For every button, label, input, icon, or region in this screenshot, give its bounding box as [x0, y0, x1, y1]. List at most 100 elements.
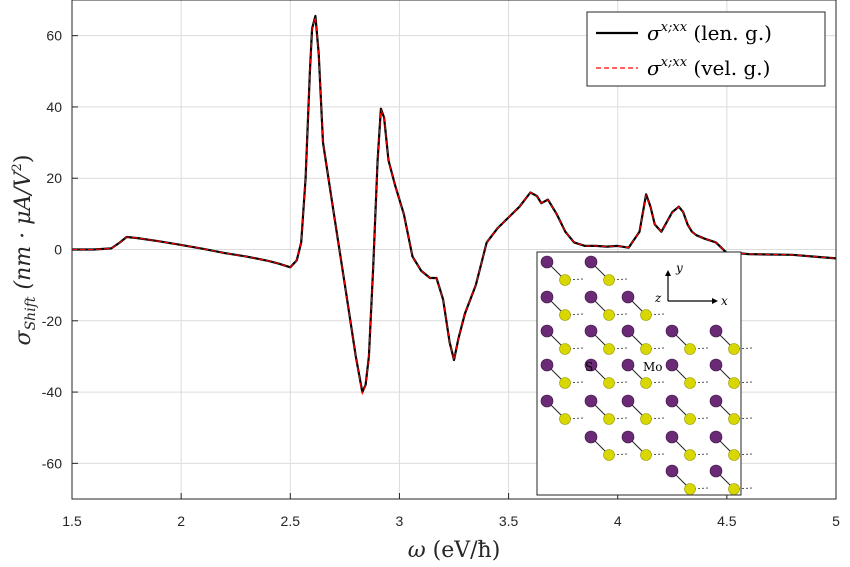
molybdenum-atom — [540, 324, 554, 338]
molybdenum-atom — [709, 464, 723, 478]
lattice-atoms — [540, 255, 753, 495]
sulfur-atom — [728, 483, 740, 495]
sulfur-atom — [640, 413, 652, 425]
bond — [733, 381, 753, 384]
y-axis-label: σShift (nm · μA/V2) — [10, 155, 39, 346]
bond — [645, 453, 665, 456]
molybdenum-atom — [709, 430, 723, 444]
bond — [608, 347, 628, 350]
x-tick-label: 2.5 — [281, 513, 301, 529]
bond — [645, 417, 665, 420]
molybdenum-atom — [665, 464, 679, 478]
y-tick-label: 0 — [54, 242, 62, 258]
bond — [645, 381, 665, 384]
sulfur-atom — [603, 413, 615, 425]
y-tick-label: 60 — [46, 28, 62, 44]
molybdenum-atom — [540, 394, 554, 408]
bond — [689, 381, 709, 384]
bond — [564, 417, 584, 420]
axis-ticks: 1.5 2 2.5 3 3.5 4 4.5 5 -60 -40 -20 0 20 40 60 — [42, 28, 840, 529]
molybdenum-atom — [665, 324, 679, 338]
sulfur-atom — [684, 343, 696, 355]
x-tick-label: 3 — [396, 513, 404, 529]
molybdenum-atom — [584, 324, 598, 338]
molybdenum-atom — [709, 358, 723, 372]
bond — [564, 313, 584, 316]
molybdenum-atom — [540, 255, 554, 269]
bond — [564, 347, 584, 350]
x-tick-label: 2 — [177, 513, 185, 529]
legend-entry-vel: σx;xx (vel. g.) — [647, 55, 770, 80]
molybdenum-atom — [584, 430, 598, 444]
molybdenum-atom — [584, 290, 598, 304]
inset-axes: x y z — [654, 261, 728, 308]
sulfur-atom — [728, 449, 740, 461]
molybdenum-atom — [665, 358, 679, 372]
series-lines — [72, 14, 837, 395]
sulfur-atom — [640, 309, 652, 321]
x-tick-label: 3.5 — [499, 513, 519, 529]
plot-frame — [71, 0, 837, 500]
bond — [608, 381, 628, 384]
sulfur-atom — [603, 274, 615, 286]
molybdenum-atom — [621, 430, 635, 444]
sulfur-atom — [640, 449, 652, 461]
inset-y-arrowhead — [665, 270, 671, 276]
inset-z-label: z — [654, 291, 662, 305]
y-tick-label: -60 — [42, 455, 62, 471]
sulfur-atom — [640, 377, 652, 389]
sulfur-atom — [559, 413, 571, 425]
molybdenum-atom — [709, 394, 723, 408]
series-line-velocity-gauge — [72, 16, 837, 395]
bond — [733, 417, 753, 420]
legend-box — [586, 11, 826, 87]
inset-x-arrowhead — [712, 298, 718, 304]
molybdenum-atom — [584, 358, 598, 372]
molybdenum-atom — [709, 324, 723, 338]
y-tick-label: 20 — [46, 170, 62, 186]
molybdenum-atom — [621, 324, 635, 338]
x-tick-label: 4.5 — [717, 513, 737, 529]
molybdenum-atom — [621, 290, 635, 304]
sulfur-atom — [559, 309, 571, 321]
molybdenum-atom — [621, 358, 635, 372]
legend-entry-len: σx;xx (len. g.) — [647, 20, 772, 45]
sulfur-atom — [684, 413, 696, 425]
inset-mo-label: Mo — [643, 360, 663, 374]
bond — [733, 487, 753, 490]
sulfur-atom — [684, 377, 696, 389]
sulfur-atom — [728, 413, 740, 425]
bond — [689, 453, 709, 456]
bond — [645, 313, 665, 316]
bond — [608, 453, 628, 456]
molybdenum-atom — [540, 290, 554, 304]
sulfur-atom — [603, 343, 615, 355]
x-tick-label: 5 — [832, 513, 840, 529]
sulfur-atom — [603, 449, 615, 461]
sulfur-atom — [684, 483, 696, 495]
sulfur-atom — [728, 343, 740, 355]
bond — [689, 347, 709, 350]
legend: σx;xx (len. g.) σx;xx (vel. g.) — [586, 11, 826, 87]
bond — [733, 347, 753, 350]
molybdenum-atom — [584, 394, 598, 408]
y-tick-label: 40 — [46, 99, 62, 115]
bond — [733, 453, 753, 456]
sulfur-atom — [559, 274, 571, 286]
bond — [564, 381, 584, 384]
x-tick-label: 1.5 — [62, 513, 82, 529]
bond — [564, 278, 584, 281]
x-tick-label: 4 — [614, 513, 622, 529]
molybdenum-atom — [584, 255, 598, 269]
sulfur-atom — [559, 377, 571, 389]
inset-frame — [536, 251, 742, 496]
bond — [689, 417, 709, 420]
y-tick-label: -20 — [42, 313, 62, 329]
sulfur-atom — [603, 377, 615, 389]
molybdenum-atom — [621, 394, 635, 408]
molybdenum-atom — [540, 358, 554, 372]
molybdenum-atom — [665, 394, 679, 408]
bond — [608, 278, 628, 281]
sulfur-atom — [684, 449, 696, 461]
